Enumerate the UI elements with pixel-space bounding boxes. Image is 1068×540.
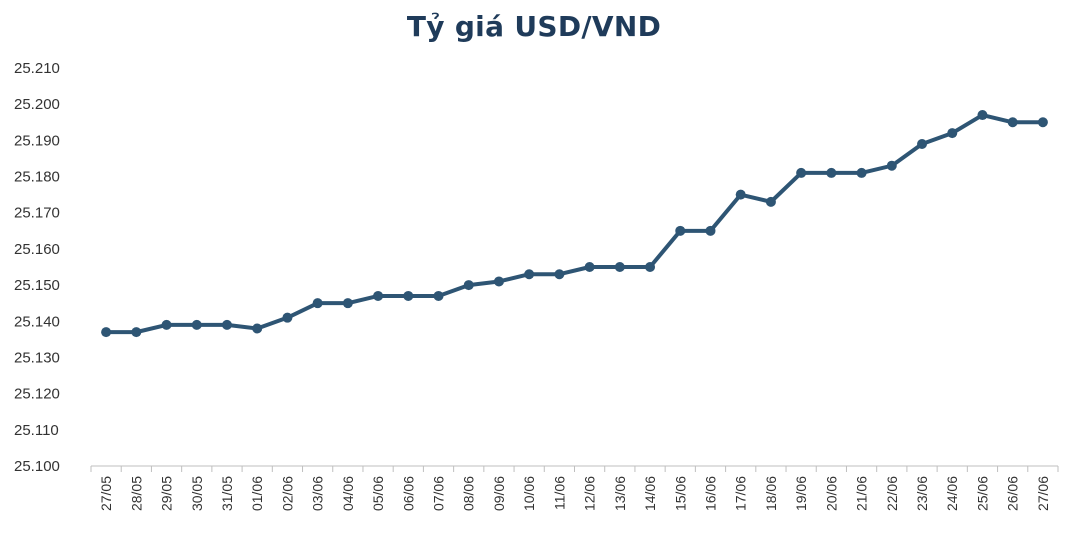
x-tick-label: 06/06 <box>400 476 416 511</box>
data-point <box>584 262 595 272</box>
y-tick-label: 25.120 <box>14 386 60 403</box>
data-point <box>373 290 384 301</box>
y-tick-label: 25.170 <box>14 205 60 222</box>
x-tick-label: 20/06 <box>823 476 839 511</box>
x-tick-label: 09/06 <box>491 476 507 511</box>
x-tick-label: 29/05 <box>159 476 175 511</box>
y-tick-label: 25.130 <box>14 349 60 366</box>
x-tick-label: 05/06 <box>370 476 386 511</box>
series-line <box>104 113 1045 335</box>
x-tick-label: 17/06 <box>733 476 749 511</box>
x-tick-label: 04/06 <box>340 476 356 511</box>
data-point <box>191 319 202 330</box>
x-tick-label: 26/06 <box>1005 476 1021 511</box>
data-point <box>403 290 414 301</box>
x-tick-label: 01/06 <box>249 476 265 511</box>
data-point <box>705 225 716 236</box>
x-tick-label: 03/06 <box>310 476 326 511</box>
x-tick-label: 16/06 <box>702 476 718 511</box>
series-line-0 <box>104 113 1045 335</box>
x-tick-label: 28/05 <box>128 476 144 511</box>
x-tick-label: 19/06 <box>793 476 809 511</box>
data-point <box>221 319 232 330</box>
chart-title: Tỷ giá USD/VND <box>406 10 662 43</box>
data-point <box>131 327 142 338</box>
y-tick-label: 25.200 <box>14 96 60 113</box>
x-tick-label: 25/06 <box>974 476 990 511</box>
data-point <box>977 110 988 121</box>
y-tick-label: 25.110 <box>14 422 59 439</box>
x-axis-tick-labels: 27/05 28/05 29/05 30/05 31/05 01/06 02/06 03/06… <box>98 476 1051 511</box>
x-tick-label: 31/05 <box>219 476 235 511</box>
x-tick-label: 30/05 <box>189 476 205 511</box>
data-point <box>161 319 172 330</box>
y-axis-tick-labels: 25.100 25.110 25.120 25.130 25.140 25.150 25.1… <box>14 60 60 475</box>
x-tick-label: 14/06 <box>642 476 658 511</box>
data-point <box>524 269 535 280</box>
x-tick-label: 13/06 <box>612 476 628 511</box>
x-tick-label: 15/06 <box>672 476 688 511</box>
y-tick-label: 25.190 <box>14 132 60 149</box>
data-point <box>796 167 807 178</box>
series-points <box>101 110 1048 338</box>
x-tick-label: 12/06 <box>582 476 598 511</box>
data-point <box>1037 117 1048 128</box>
data-point <box>463 280 474 291</box>
y-tick-label: 25.100 <box>14 458 60 475</box>
y-tick-label: 25.150 <box>14 277 60 294</box>
x-tick-label: 18/06 <box>763 476 779 511</box>
data-point <box>765 196 776 207</box>
x-tick-label: 07/06 <box>431 476 447 511</box>
data-point <box>493 276 504 287</box>
data-point <box>826 167 837 178</box>
y-tick-label: 25.140 <box>14 313 60 330</box>
data-point <box>856 167 867 178</box>
data-point <box>947 128 958 139</box>
y-tick-label: 25.210 <box>14 60 60 77</box>
x-tick-label: 27/06 <box>1035 476 1051 511</box>
data-point <box>342 298 353 309</box>
data-point <box>433 290 444 301</box>
data-point <box>917 138 928 149</box>
data-point <box>675 225 686 236</box>
data-point <box>645 262 656 272</box>
y-tick-label: 25.160 <box>14 241 60 258</box>
data-point <box>614 262 625 272</box>
x-tick-label: 08/06 <box>461 476 477 511</box>
data-point <box>101 327 112 338</box>
x-tick-label: 11/06 <box>551 476 567 510</box>
x-tick-label: 24/06 <box>944 476 960 511</box>
data-point <box>252 323 263 334</box>
axes <box>90 465 1059 472</box>
x-tick-label: 10/06 <box>521 476 537 511</box>
data-point <box>1007 117 1018 128</box>
data-point <box>554 269 565 280</box>
data-point <box>312 298 323 309</box>
x-tick-label: 02/06 <box>279 476 295 511</box>
x-tick-label: 22/06 <box>884 476 900 511</box>
data-point <box>886 160 897 171</box>
data-point <box>282 312 293 323</box>
x-tick-label: 21/06 <box>854 476 870 511</box>
data-point <box>735 189 746 200</box>
y-tick-label: 25.180 <box>14 169 60 186</box>
x-tick-label: 23/06 <box>914 476 930 511</box>
x-tick-label: 27/05 <box>98 476 114 511</box>
